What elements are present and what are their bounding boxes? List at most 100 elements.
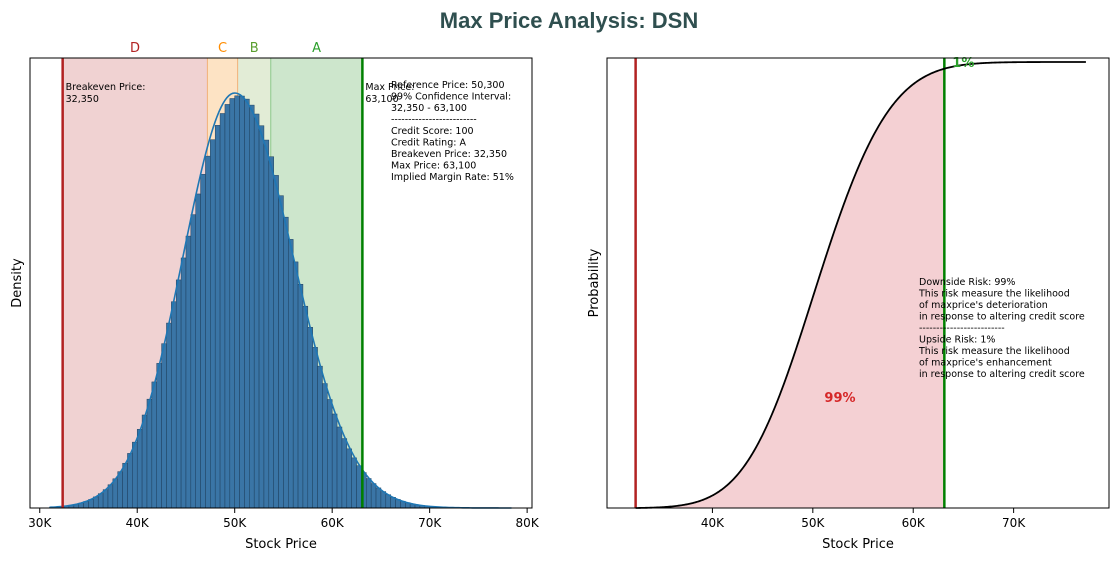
histogram-bar [171, 301, 177, 509]
left-info-annotation-line: Implied Margin Rate: 51% [391, 172, 514, 183]
histogram-bar [297, 284, 304, 509]
histogram-bar [322, 383, 328, 509]
figure-title: Max Price Analysis: DSN [440, 8, 698, 33]
histogram-bar [117, 471, 123, 509]
right-x-tick-label: 50K [801, 516, 825, 530]
histogram-bar [273, 175, 279, 509]
histogram-bar [190, 214, 196, 509]
histogram-bar [136, 429, 143, 509]
right-risk-annotation-line: in response to altering credit score [919, 369, 1085, 380]
downside-fill-area [635, 68, 945, 508]
histogram-bar [195, 193, 201, 509]
right-y-axis-label: Probability [587, 248, 602, 317]
right-risk-annotation-line: of maxprice's deterioration [919, 300, 1048, 311]
right-risk-annotation-line: This risk measure the likelihood [918, 346, 1070, 357]
right-x-tick-label: 70K [1002, 516, 1026, 530]
histogram-bar [292, 261, 299, 509]
histogram-bar [370, 483, 377, 509]
max-price-label: 63,100 [365, 94, 398, 105]
histogram-bar [258, 125, 265, 509]
histogram-bar [288, 239, 294, 509]
histogram-bar [200, 174, 206, 509]
right-risk-annotation-line: in response to altering credit score [919, 312, 1085, 323]
histogram-bar [146, 398, 153, 509]
histogram-bar [327, 399, 333, 509]
left-info-annotation-line: Breakeven Price: 32,350 [391, 149, 507, 160]
left-x-tick-label: 70K [418, 516, 442, 530]
left-info-annotation-line: Credit Score: 100 [391, 126, 474, 137]
histogram-bar [346, 448, 352, 509]
histogram-bar [249, 104, 255, 509]
histogram-bar [312, 347, 318, 509]
histogram-bar [185, 235, 192, 509]
histogram-bar [385, 494, 391, 509]
right-x-axis-label: Stock Price [822, 537, 894, 552]
right-risk-annotation-line: Upside Risk: 1% [919, 335, 995, 346]
histogram-bar [229, 98, 235, 509]
histogram-bar [161, 343, 167, 509]
left-x-tick-label: 30K [28, 516, 52, 530]
histogram-bar [102, 489, 109, 509]
histogram-bar [331, 413, 338, 509]
histogram-bar [141, 414, 148, 509]
histogram-bar [351, 457, 357, 509]
histogram-bar [219, 113, 226, 509]
histogram-bar [132, 441, 138, 509]
histogram-bar [268, 156, 274, 509]
histogram-bar [180, 257, 187, 509]
left-y-axis-label: Density [10, 258, 25, 308]
histogram-bar [253, 113, 260, 509]
histogram-bar [366, 478, 372, 509]
histogram-bar [307, 327, 313, 509]
histogram-bar [112, 478, 118, 509]
right-axes-frame [606, 57, 1110, 509]
downside-percent-label: 99% [824, 391, 855, 406]
histogram-bar [244, 98, 250, 509]
right-x-tick-label: 60K [902, 516, 926, 530]
histogram-bar [356, 465, 362, 509]
histogram-bar [107, 484, 114, 509]
histogram-bar [336, 426, 343, 509]
histogram-bar [341, 438, 348, 509]
right-x-tick-label: 40K [701, 516, 725, 530]
left-x-tick-label: 80K [516, 516, 540, 530]
histogram-bar [214, 125, 221, 509]
breakeven-price-label: 32,350 [66, 94, 99, 105]
histogram-bar [283, 216, 289, 509]
max-price-label: Max Price: [365, 82, 414, 93]
histogram-bar [156, 363, 162, 509]
left-x-tick-label: 40K [126, 516, 150, 530]
left-info-annotation-line: 32,350 - 63,100 [391, 103, 467, 114]
left-info-annotation-line: Max Price: 63,100 [391, 161, 476, 172]
histogram-bar [224, 104, 231, 509]
histogram-bar [151, 381, 157, 509]
right-risk-annotation-line: of maxprice's enhancement [919, 358, 1052, 369]
left-x-tick-label: 60K [321, 516, 345, 530]
histogram-bar [166, 322, 172, 509]
cdf-curve [635, 61, 1086, 509]
left-axes-frame [29, 57, 533, 509]
right-chart: 99%1%Downside Risk: 99%This risk measure… [587, 56, 1110, 552]
histogram-bar [234, 95, 240, 509]
histogram-bar [302, 305, 309, 509]
histogram-bar [122, 462, 128, 509]
breakeven-price-label: Breakeven Price: [66, 82, 146, 93]
kde-curve [49, 92, 512, 509]
upside-percent-label: 1% [952, 56, 974, 71]
histogram-bar [205, 155, 211, 509]
histogram-bar [375, 487, 382, 509]
histogram-bar [127, 453, 133, 509]
left-info-annotation-line: Reference Price: 50,300 [391, 80, 505, 91]
zone-label-B: B [250, 41, 259, 56]
left-x-tick-label: 50K [223, 516, 247, 530]
right-risk-annotation-line: Downside Risk: 99% [919, 277, 1015, 288]
right-risk-annotation-line: ------------------------- [919, 323, 1005, 334]
histogram-bar [97, 493, 104, 509]
histogram-bar [175, 279, 182, 509]
left-chart: D C B A Breakeven Price:32,350 Max Price:63,… [10, 41, 540, 552]
histogram-bar [317, 365, 323, 509]
right-risk-annotation-line: This risk measure the likelihood [918, 289, 1070, 300]
histogram-bar [263, 139, 270, 509]
zone-label-C: C [218, 41, 227, 56]
